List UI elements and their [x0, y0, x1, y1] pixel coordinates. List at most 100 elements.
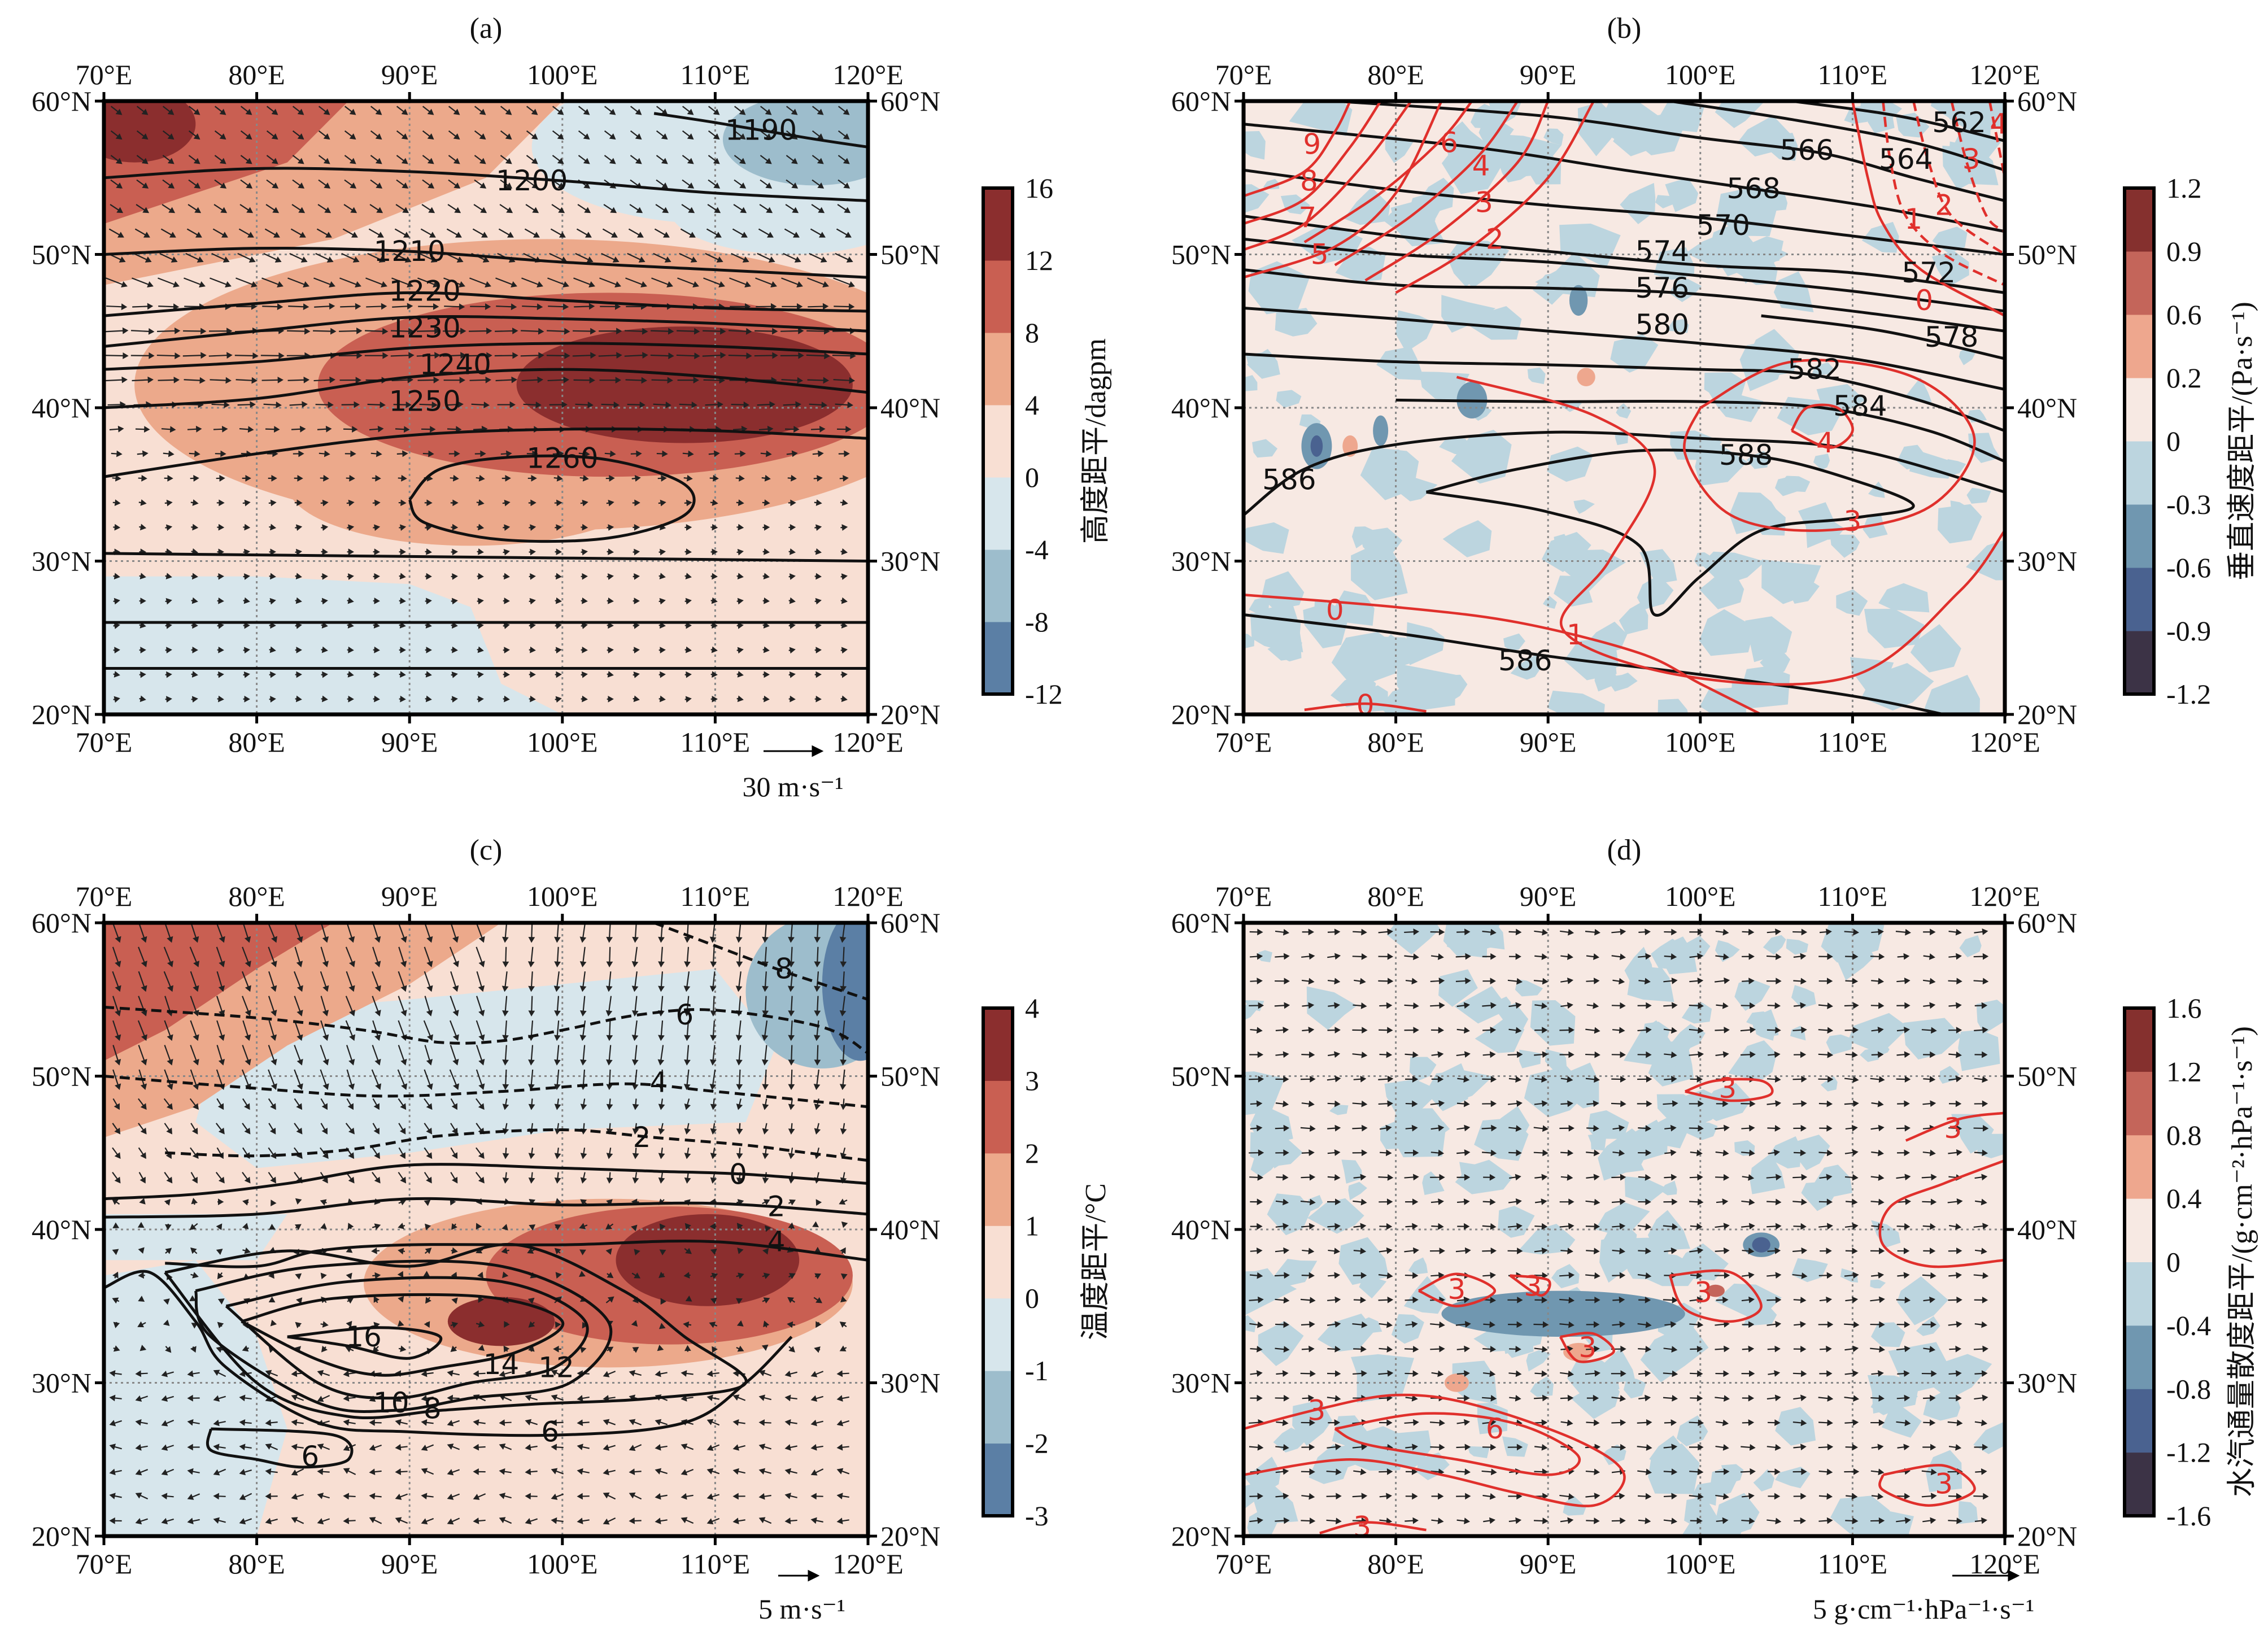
wind-vector [579, 1249, 586, 1255]
wind-vector [213, 1444, 226, 1451]
colorbar-segment [983, 477, 1013, 550]
y-tick-label-right: 30°N [880, 1367, 940, 1399]
wind-vector [294, 1020, 303, 1041]
wind-vector [1405, 1370, 1419, 1377]
wind-vector [555, 548, 562, 556]
fill-region [1444, 1373, 1469, 1392]
wind-vector [346, 499, 355, 507]
fill-patch [1660, 1180, 1677, 1196]
wind-vector [1301, 1100, 1315, 1107]
wind-vector [732, 1493, 745, 1500]
fill-patch [1267, 640, 1302, 661]
fill-patch [1446, 255, 1489, 287]
wind-vector [500, 450, 512, 457]
wind-vector [347, 695, 354, 703]
wind-vector [1534, 1198, 1547, 1205]
wind-vector [658, 1323, 666, 1329]
wind-vector [288, 303, 309, 311]
wind-vector [1302, 1394, 1315, 1402]
wind-vector [1663, 1493, 1677, 1500]
x-tick-label-top: 70°E [1215, 59, 1272, 90]
wind-vector [217, 524, 225, 531]
wind-vector [1871, 1100, 1884, 1107]
wind-vector [365, 328, 389, 335]
wind-vector [320, 1223, 327, 1229]
fill-patch [1515, 979, 1543, 997]
wind-vector [239, 426, 254, 433]
contour-line [1334, 101, 2005, 202]
wind-vector [424, 1098, 433, 1110]
wind-vector [601, 401, 620, 408]
fill-patch [1492, 996, 1511, 1014]
wind-vector [243, 695, 250, 703]
wind-vector [138, 1272, 145, 1279]
wind-vector [1250, 1027, 1263, 1034]
wind-vector [631, 1020, 639, 1041]
y-tick-label-left: 20°N [1171, 1520, 1231, 1552]
colorbar-segment [2125, 631, 2154, 695]
wind-vector [1973, 953, 1989, 960]
colorbar-tick-label: 1.2 [2166, 172, 2202, 204]
wind-vector [1611, 1076, 1626, 1083]
x-tick-label-bottom: 110°E [681, 726, 751, 758]
fill-patch [1976, 1000, 2005, 1034]
wind-vector [1896, 1493, 1911, 1500]
y-tick-label-right: 30°N [2017, 1367, 2077, 1399]
colorbar-segment [2125, 1262, 2154, 1326]
wind-vector [370, 106, 382, 115]
wind-vector [814, 573, 822, 580]
wind-vector [343, 204, 357, 213]
wind-vector [1689, 1493, 1704, 1500]
wind-vector [1715, 1272, 1730, 1279]
wind-vector [421, 1370, 434, 1377]
wind-vector [1509, 1394, 1521, 1402]
wind-vector [814, 971, 821, 992]
wind-vector [139, 695, 146, 703]
fill-patch [1409, 1057, 1437, 1081]
wind-vector [504, 1321, 510, 1328]
wind-vector [1844, 1149, 1859, 1156]
wind-vector [806, 352, 830, 360]
wind-vector [399, 695, 406, 703]
wind-vector [1378, 978, 1394, 985]
wind-vector [391, 376, 413, 383]
wind-vector [109, 1420, 122, 1427]
wind-vector [497, 401, 516, 408]
wind-vector [217, 573, 224, 580]
contour-label: 3 [1694, 1276, 1712, 1309]
wind-vector [209, 328, 233, 335]
wind-vector [550, 228, 566, 238]
wind-vector [1430, 1272, 1445, 1279]
wind-vector [1482, 1027, 1497, 1033]
fill-patch [1244, 184, 1270, 213]
wind-vector [450, 1045, 459, 1066]
wind-vector [424, 1321, 430, 1328]
wind-vector [191, 647, 198, 653]
wind-vector [268, 499, 277, 507]
wind-vector [396, 155, 408, 164]
wind-vector [1275, 1124, 1290, 1132]
wind-vector [213, 1468, 226, 1476]
wind-vector [242, 1247, 251, 1254]
wind-vector [397, 1271, 404, 1278]
wind-vector [398, 971, 407, 992]
wind-vector [1922, 1517, 1936, 1524]
wind-vector [1378, 928, 1393, 935]
wind-vector [684, 1123, 691, 1135]
wind-vector [1249, 928, 1263, 936]
wind-vector [736, 1320, 744, 1327]
wind-vector [1612, 1149, 1625, 1157]
wind-vector [213, 204, 228, 213]
contour-line [104, 291, 868, 317]
wind-vector [1792, 1247, 1808, 1254]
wind-vector [291, 1419, 304, 1426]
wind-vector [213, 1370, 226, 1377]
wind-vector [295, 1322, 302, 1329]
wind-vector [1689, 928, 1704, 936]
wind-vector [291, 425, 306, 433]
wind-vector [318, 106, 330, 115]
contour-line [1790, 403, 1854, 449]
wind-vector [1586, 1125, 1599, 1132]
wind-vector [1690, 1272, 1703, 1279]
wind-vector [371, 1248, 380, 1254]
